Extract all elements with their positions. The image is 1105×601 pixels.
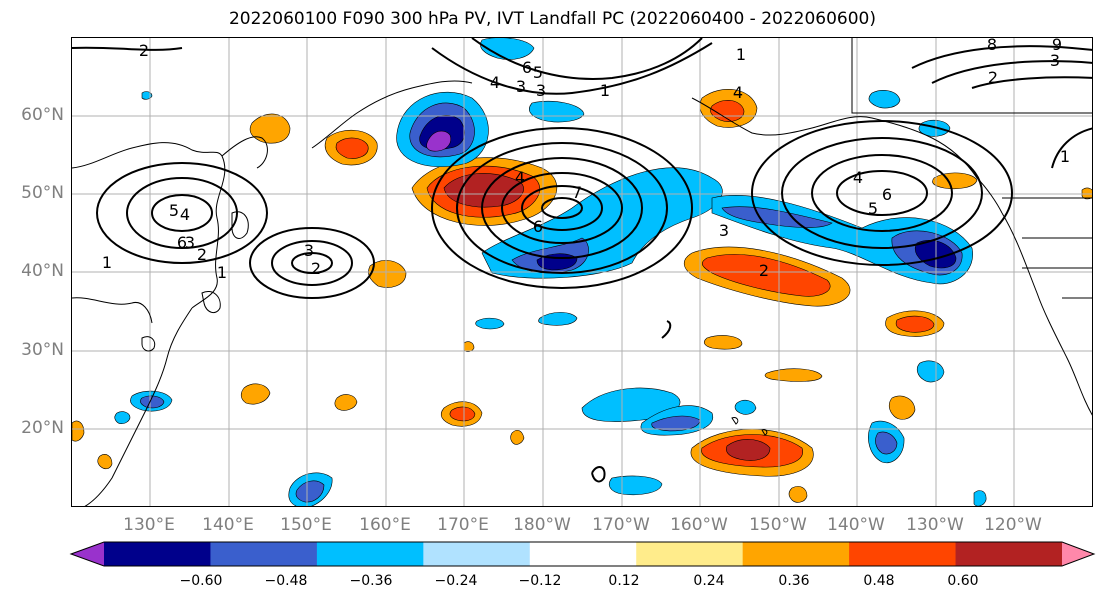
- contour-label: 9: [1052, 38, 1062, 54]
- lon-label: 140°E: [202, 515, 254, 535]
- contour-label: 1: [217, 263, 227, 282]
- colorbar-extend-low: [71, 542, 104, 566]
- contour-labels: 2 4 3 2 6 5 1 1 3 2 3 4 3 1 1 4 7 6 3 2 …: [102, 38, 1070, 282]
- contour-label: 1: [736, 45, 746, 64]
- contour-label: 3: [719, 221, 729, 240]
- contour-label: 7: [572, 183, 582, 202]
- lon-label: 170°E: [437, 515, 489, 535]
- lon-label: 150°E: [280, 515, 332, 535]
- colorbar-tick-label: 0.60: [947, 573, 979, 589]
- ivt-contours: [72, 38, 1092, 483]
- contour-label: 6: [522, 58, 532, 77]
- colorbar: [69, 541, 1096, 567]
- contour-label: 3: [185, 233, 195, 252]
- colorbar-segment: [955, 542, 1063, 566]
- colorbar-segment: [316, 542, 424, 566]
- contour-label: 3: [536, 81, 546, 100]
- contour-label: 4: [180, 205, 190, 224]
- lat-label-50n: 50°N: [21, 183, 64, 203]
- colorbar-tick-label: 0.48: [863, 573, 895, 589]
- contour-label: 1: [1060, 147, 1070, 166]
- lat-label-40n: 40°N: [21, 261, 64, 281]
- lat-label-30n: 30°N: [21, 340, 64, 360]
- contour-label: 1: [102, 253, 112, 272]
- contour-label: 1: [600, 81, 610, 100]
- lon-label: 160°W: [670, 515, 728, 535]
- colorbar-segment: [529, 542, 637, 566]
- colorbar-segment: [423, 542, 531, 566]
- lon-label: 150°W: [749, 515, 807, 535]
- colorbar-segment: [849, 542, 957, 566]
- lon-label: 160°E: [359, 515, 411, 535]
- colorbar-tick-label: −0.60: [179, 573, 223, 589]
- lon-label: 130°W: [906, 515, 964, 535]
- lon-label: 180°W: [513, 515, 571, 535]
- coastlines: [72, 38, 1092, 506]
- contour-label: 2: [311, 259, 321, 278]
- contour-label: 2: [759, 261, 769, 280]
- colorbar-outline: [69, 541, 1096, 567]
- colorbar-tick-label: 0.36: [778, 573, 810, 589]
- map-title: 2022060100 F090 300 hPa PV, IVT Landfall…: [228, 9, 876, 29]
- colorbar-segment: [210, 542, 318, 566]
- colorbar-tick-label: −0.48: [264, 573, 308, 589]
- lon-label: 140°W: [827, 515, 885, 535]
- contour-label: 6: [533, 217, 543, 236]
- colorbar-segment: [636, 542, 744, 566]
- contour-label: 2: [988, 68, 998, 87]
- lat-label-60n: 60°N: [21, 105, 64, 125]
- contour-label: 2: [139, 41, 149, 60]
- colorbar-tick-label: 0.24: [693, 573, 725, 589]
- colorbar-extend-high: [1062, 542, 1094, 566]
- colorbar-segment: [742, 542, 850, 566]
- colorbar-tick-label: −0.12: [518, 573, 562, 589]
- contour-label: 4: [490, 73, 500, 92]
- contour-label: 3: [1050, 51, 1060, 70]
- colorbar-tick-label: −0.36: [349, 573, 393, 589]
- map-canvas: 2 4 3 2 6 5 1 1 3 2 3 4 3 1 1 4 7 6 3 2 …: [72, 38, 1092, 506]
- contour-label: 6: [177, 233, 187, 252]
- colorbar-tick-label: 0.12: [608, 573, 640, 589]
- colorbar-segments: [71, 542, 1094, 566]
- contour-label: 3: [304, 241, 314, 260]
- lon-label: 120°W: [984, 515, 1042, 535]
- lon-label: 130°E: [123, 515, 175, 535]
- contour-label: 5: [868, 199, 878, 218]
- contour-label: 6: [882, 185, 892, 204]
- lon-label: 170°W: [592, 515, 650, 535]
- contour-label: 2: [197, 245, 207, 264]
- contour-label: 8: [987, 38, 997, 54]
- colorbar-tick-label: −0.24: [434, 573, 478, 589]
- contour-label: 5: [169, 201, 179, 220]
- pv-anomaly-shading: [72, 38, 1092, 506]
- contour-label: 4: [853, 168, 863, 187]
- contour-label: 4: [733, 83, 743, 102]
- map-panel: 2 4 3 2 6 5 1 1 3 2 3 4 3 1 1 4 7 6 3 2 …: [71, 37, 1093, 507]
- contour-label: 5: [533, 63, 543, 82]
- colorbar-segment: [104, 542, 211, 566]
- contour-label: 4: [515, 168, 525, 187]
- contour-label: 3: [516, 77, 526, 96]
- lat-label-20n: 20°N: [21, 418, 64, 438]
